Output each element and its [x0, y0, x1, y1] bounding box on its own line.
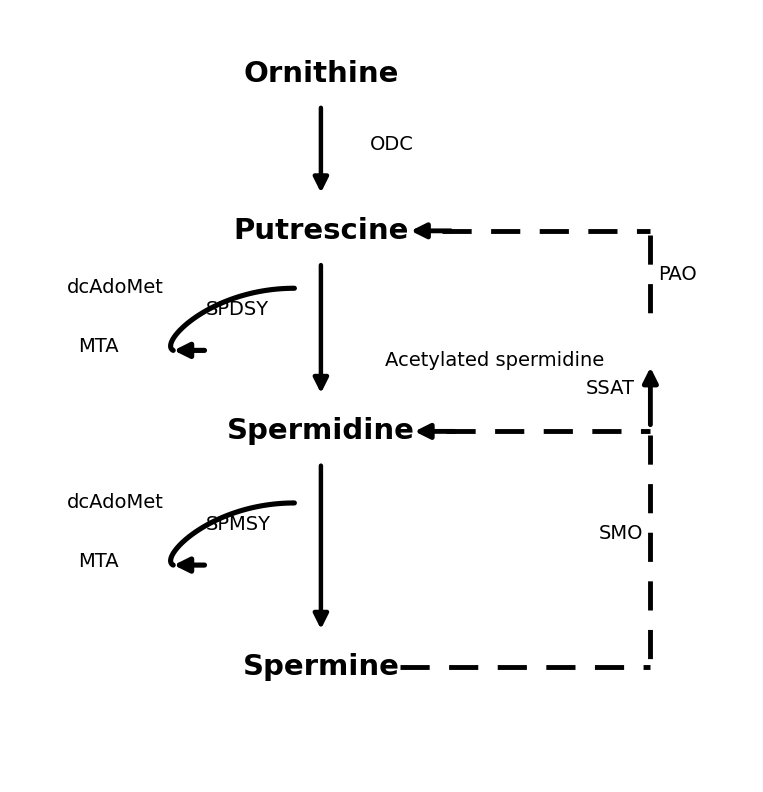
Text: SSAT: SSAT [586, 379, 636, 398]
Text: SPMSY: SPMSY [206, 515, 271, 534]
Text: Acetylated spermidine: Acetylated spermidine [385, 351, 604, 370]
Text: Spermine: Spermine [243, 653, 399, 681]
Text: dcAdoMet: dcAdoMet [67, 493, 164, 512]
Text: Putrescine: Putrescine [233, 217, 409, 245]
Text: MTA: MTA [79, 337, 119, 356]
Text: SPDSY: SPDSY [206, 300, 269, 319]
Text: Spermidine: Spermidine [227, 417, 415, 445]
Text: MTA: MTA [79, 552, 119, 571]
Text: ODC: ODC [370, 135, 414, 154]
Text: Ornithine: Ornithine [243, 59, 398, 88]
Text: SMO: SMO [598, 524, 642, 543]
Text: PAO: PAO [658, 265, 697, 284]
Text: dcAdoMet: dcAdoMet [67, 278, 164, 297]
